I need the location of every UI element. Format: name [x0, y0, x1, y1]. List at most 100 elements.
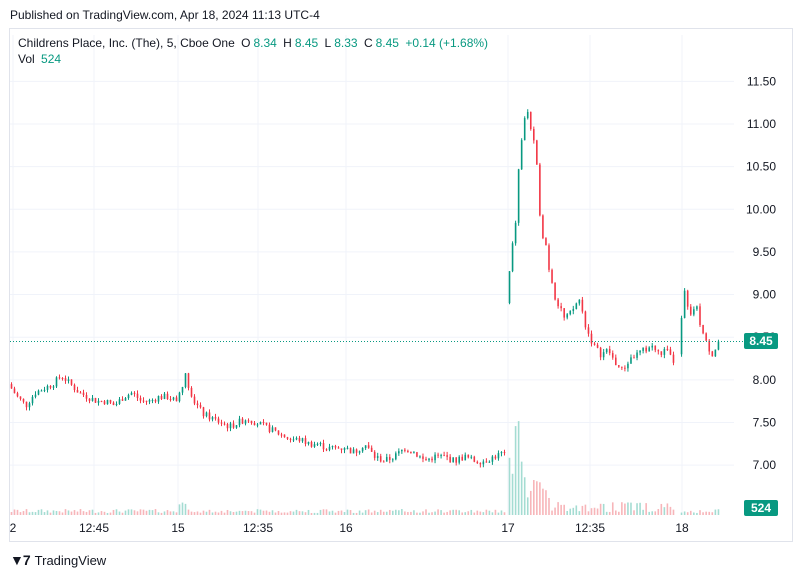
- candle-body: [274, 427, 277, 431]
- volume-bar: [533, 480, 535, 515]
- candle-body: [693, 309, 695, 315]
- symbol-name[interactable]: Childrens Place, Inc. (The), 5, Cboe One: [18, 36, 235, 50]
- volume-bar: [494, 509, 497, 515]
- volume-bar: [337, 510, 340, 515]
- candle-body: [379, 456, 382, 462]
- candle-body: [590, 333, 593, 344]
- volume-bar: [190, 511, 193, 515]
- candle-body: [319, 443, 322, 445]
- volume-bar: [497, 512, 500, 515]
- candle-body: [109, 400, 112, 403]
- volume-bar: [624, 503, 626, 515]
- volume-bar: [55, 511, 58, 515]
- volume-bar: [696, 512, 698, 515]
- candle-body: [313, 444, 316, 447]
- volume-bar: [407, 512, 409, 515]
- volume-bar: [163, 511, 166, 515]
- volume-bar: [82, 511, 85, 515]
- volume-bar: [587, 511, 590, 515]
- chart-legend: Childrens Place, Inc. (The), 5, Cboe One…: [18, 35, 491, 67]
- volume-bar: [178, 504, 181, 515]
- volume-bar: [280, 512, 283, 515]
- candle-body: [250, 420, 253, 424]
- volume-bar: [184, 503, 187, 515]
- candle-body: [265, 422, 268, 425]
- candle-body: [596, 344, 599, 348]
- volume-bar: [395, 509, 397, 515]
- candle-body: [523, 118, 526, 141]
- candle-body: [133, 392, 136, 394]
- candle-body: [696, 306, 698, 310]
- candle-body: [130, 392, 133, 395]
- candle-body: [121, 399, 124, 401]
- volume-bar: [618, 511, 620, 515]
- candle-body: [385, 457, 388, 462]
- candle-body: [551, 269, 553, 283]
- volume-bar: [379, 509, 382, 515]
- candle-body: [470, 456, 473, 458]
- volume-bar: [590, 508, 593, 515]
- candle-body: [382, 461, 385, 463]
- candle-body: [636, 352, 638, 358]
- candle-body: [304, 438, 307, 444]
- candle-body: [680, 317, 683, 355]
- volume-bar: [526, 497, 529, 515]
- volume-bar: [578, 511, 581, 515]
- candle-body: [37, 390, 40, 395]
- close-label: C: [363, 36, 373, 50]
- candle-body: [425, 458, 427, 461]
- volume-bar: [642, 509, 644, 515]
- candle-body: [443, 455, 445, 457]
- volume-bar: [88, 510, 91, 515]
- candle-body: [52, 386, 55, 388]
- candle-body: [88, 398, 91, 401]
- candle-body: [172, 397, 175, 400]
- volume-bar: [355, 512, 358, 515]
- candle-body: [434, 454, 436, 461]
- tradingview-brand[interactable]: ▼7 TradingView: [10, 552, 106, 568]
- chart-grid: [10, 35, 734, 515]
- candle-body: [437, 454, 439, 456]
- volume-bar: [289, 511, 292, 515]
- candle-body: [476, 461, 479, 464]
- candle-body: [699, 306, 701, 326]
- last-price-badge: 8.45: [744, 333, 778, 350]
- volume-bar: [331, 510, 334, 515]
- candle-body: [211, 417, 214, 420]
- candle-body: [238, 418, 241, 426]
- volume-bar: [714, 509, 717, 515]
- published-caption: Published on TradingView.com, Apr 18, 20…: [10, 8, 320, 22]
- volume-bar: [316, 512, 319, 515]
- volume-bar: [106, 512, 109, 515]
- volume-bar: [64, 509, 67, 515]
- volume-bar: [464, 512, 467, 515]
- candle-body: [717, 341, 720, 350]
- volume-bar: [584, 504, 587, 515]
- x-tick-label: 12:35: [243, 521, 273, 535]
- candle-body: [376, 456, 379, 458]
- candle-body: [346, 447, 349, 449]
- candle-body: [283, 434, 286, 438]
- volume-bar: [358, 510, 361, 515]
- volume-bar: [16, 509, 19, 515]
- candle-body: [605, 349, 608, 353]
- candle-body: [160, 395, 163, 399]
- candle-body: [683, 290, 686, 318]
- candle-body: [702, 325, 704, 334]
- chart-frame[interactable]: [9, 28, 793, 542]
- candle-body: [349, 447, 352, 454]
- candle-body: [455, 457, 457, 463]
- volume-bar: [630, 502, 632, 515]
- volume-bar: [52, 510, 55, 515]
- volume-bar: [22, 511, 25, 515]
- candle-body: [292, 439, 295, 441]
- candle-body: [208, 412, 211, 420]
- volume-bar: [322, 509, 325, 515]
- volume-bar: [654, 511, 657, 515]
- volume-bar: [91, 509, 94, 515]
- candle-body: [618, 365, 620, 367]
- candle-body: [479, 463, 482, 465]
- volume-bar: [536, 481, 538, 515]
- candle-body: [187, 373, 190, 388]
